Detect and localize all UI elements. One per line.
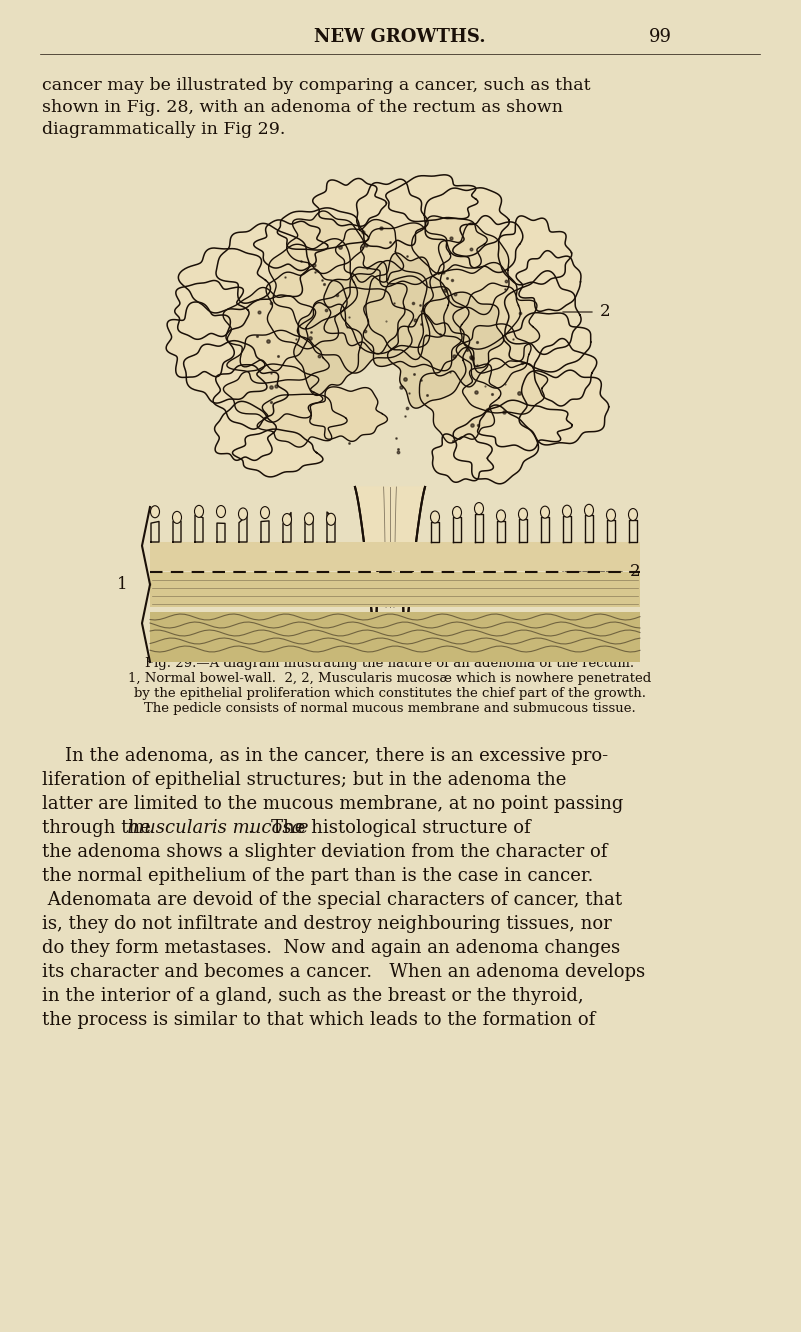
Text: the normal epithelium of the part than is the case in cancer.: the normal epithelium of the part than i… [42,867,594,884]
Text: In the adenoma, as in the cancer, there is an excessive pro-: In the adenoma, as in the cancer, there … [42,747,608,765]
FancyBboxPatch shape [130,112,640,673]
Text: muscularis mucosæ: muscularis mucosæ [127,819,308,836]
Polygon shape [386,174,478,221]
Text: 99: 99 [649,28,671,47]
Polygon shape [324,261,407,354]
Text: 2: 2 [630,563,641,581]
Polygon shape [223,288,316,370]
Polygon shape [308,386,388,441]
Polygon shape [519,370,609,445]
Ellipse shape [172,511,182,523]
Text: diagrammatically in Fig 29.: diagrammatically in Fig 29. [42,121,285,139]
Polygon shape [183,341,267,404]
Polygon shape [340,261,429,353]
Text: the adenoma shows a slighter deviation from the character of: the adenoma shows a slighter deviation f… [42,843,607,860]
Polygon shape [420,348,501,444]
Polygon shape [232,429,323,477]
Polygon shape [453,405,538,484]
Text: 2: 2 [600,304,610,321]
Ellipse shape [518,509,528,521]
Ellipse shape [195,505,203,517]
Polygon shape [412,216,487,273]
Polygon shape [457,324,531,388]
Polygon shape [425,262,521,349]
Text: liferation of epithelial structures; but in the adenoma the: liferation of epithelial structures; but… [42,771,566,789]
Polygon shape [453,216,523,273]
Polygon shape [355,488,425,643]
Text: Fig. 29.—A diagram illustrating the nature of an adenoma of the rectum.: Fig. 29.—A diagram illustrating the natu… [146,657,634,670]
Text: 1: 1 [117,575,127,593]
Polygon shape [287,210,364,273]
Ellipse shape [497,510,505,522]
Polygon shape [257,394,347,448]
Polygon shape [463,358,548,414]
FancyBboxPatch shape [150,542,640,571]
Polygon shape [216,224,309,304]
Text: .   The histological structure of: . The histological structure of [248,819,530,836]
Polygon shape [227,330,329,384]
Polygon shape [356,180,428,249]
Text: through the: through the [42,819,156,836]
Text: cancer may be illustrated by comparing a cancer, such as that: cancer may be illustrated by comparing a… [42,77,590,95]
Polygon shape [534,338,597,406]
Text: the process is similar to that which leads to the formation of: the process is similar to that which lea… [42,1011,595,1030]
Text: shown in Fig. 28, with an adenoma of the rectum as shown: shown in Fig. 28, with an adenoma of the… [42,99,563,116]
Ellipse shape [283,514,292,526]
Text: latter are limited to the mucous membrane, at no point passing: latter are limited to the mucous membran… [42,795,623,813]
Ellipse shape [239,507,248,519]
Polygon shape [175,281,249,340]
Text: NEW GROWTHS.: NEW GROWTHS. [314,28,486,47]
Polygon shape [215,401,276,461]
Polygon shape [388,313,469,408]
Polygon shape [433,434,493,482]
Polygon shape [477,400,572,450]
Ellipse shape [453,506,461,518]
Ellipse shape [430,511,440,523]
Polygon shape [268,238,357,329]
Polygon shape [223,364,323,422]
Ellipse shape [585,505,594,517]
Polygon shape [312,178,386,226]
Text: The pedicle consists of normal mucous membrane and submucous tissue.: The pedicle consists of normal mucous me… [144,702,636,715]
Ellipse shape [260,506,269,518]
Polygon shape [364,276,469,370]
FancyBboxPatch shape [150,611,640,662]
Ellipse shape [216,506,226,518]
Polygon shape [266,269,347,349]
Polygon shape [179,248,271,313]
Polygon shape [498,216,572,285]
Ellipse shape [562,505,571,517]
Polygon shape [503,313,590,372]
Polygon shape [213,365,288,429]
Polygon shape [418,292,504,386]
Text: by the epithelial proliferation which constitutes the chief part of the growth.: by the epithelial proliferation which co… [134,687,646,701]
Polygon shape [336,220,404,282]
Text: 1, Normal bowel-wall.  2, 2, Muscularis mucosæ which is nowhere penetrated: 1, Normal bowel-wall. 2, 2, Muscularis m… [128,673,652,685]
Polygon shape [516,250,581,312]
Polygon shape [254,220,328,270]
Polygon shape [439,224,509,314]
Ellipse shape [541,506,549,518]
Ellipse shape [304,513,313,525]
Text: Adenomata are devoid of the special characters of cancer, that: Adenomata are devoid of the special char… [42,891,622,908]
Polygon shape [425,188,509,257]
Ellipse shape [606,509,615,521]
Ellipse shape [629,509,638,521]
Polygon shape [277,208,368,250]
Text: do they form metastases.  Now and again an adenoma changes: do they form metastases. Now and again a… [42,939,620,956]
Polygon shape [505,270,581,354]
Polygon shape [297,288,413,373]
Polygon shape [166,302,234,377]
Ellipse shape [474,502,484,514]
Polygon shape [366,253,449,360]
Text: in the interior of a gland, such as the breast or the thyroid,: in the interior of a gland, such as the … [42,987,584,1006]
Text: is, they do not infiltrate and destroy neighbouring tissues, nor: is, they do not infiltrate and destroy n… [42,915,612,932]
Ellipse shape [151,506,159,518]
Ellipse shape [327,513,336,525]
Polygon shape [294,302,362,396]
Polygon shape [453,284,540,373]
Text: its character and becomes a cancer.   When an adenoma develops: its character and becomes a cancer. When… [42,963,645,980]
FancyBboxPatch shape [150,571,640,607]
Polygon shape [360,222,451,286]
